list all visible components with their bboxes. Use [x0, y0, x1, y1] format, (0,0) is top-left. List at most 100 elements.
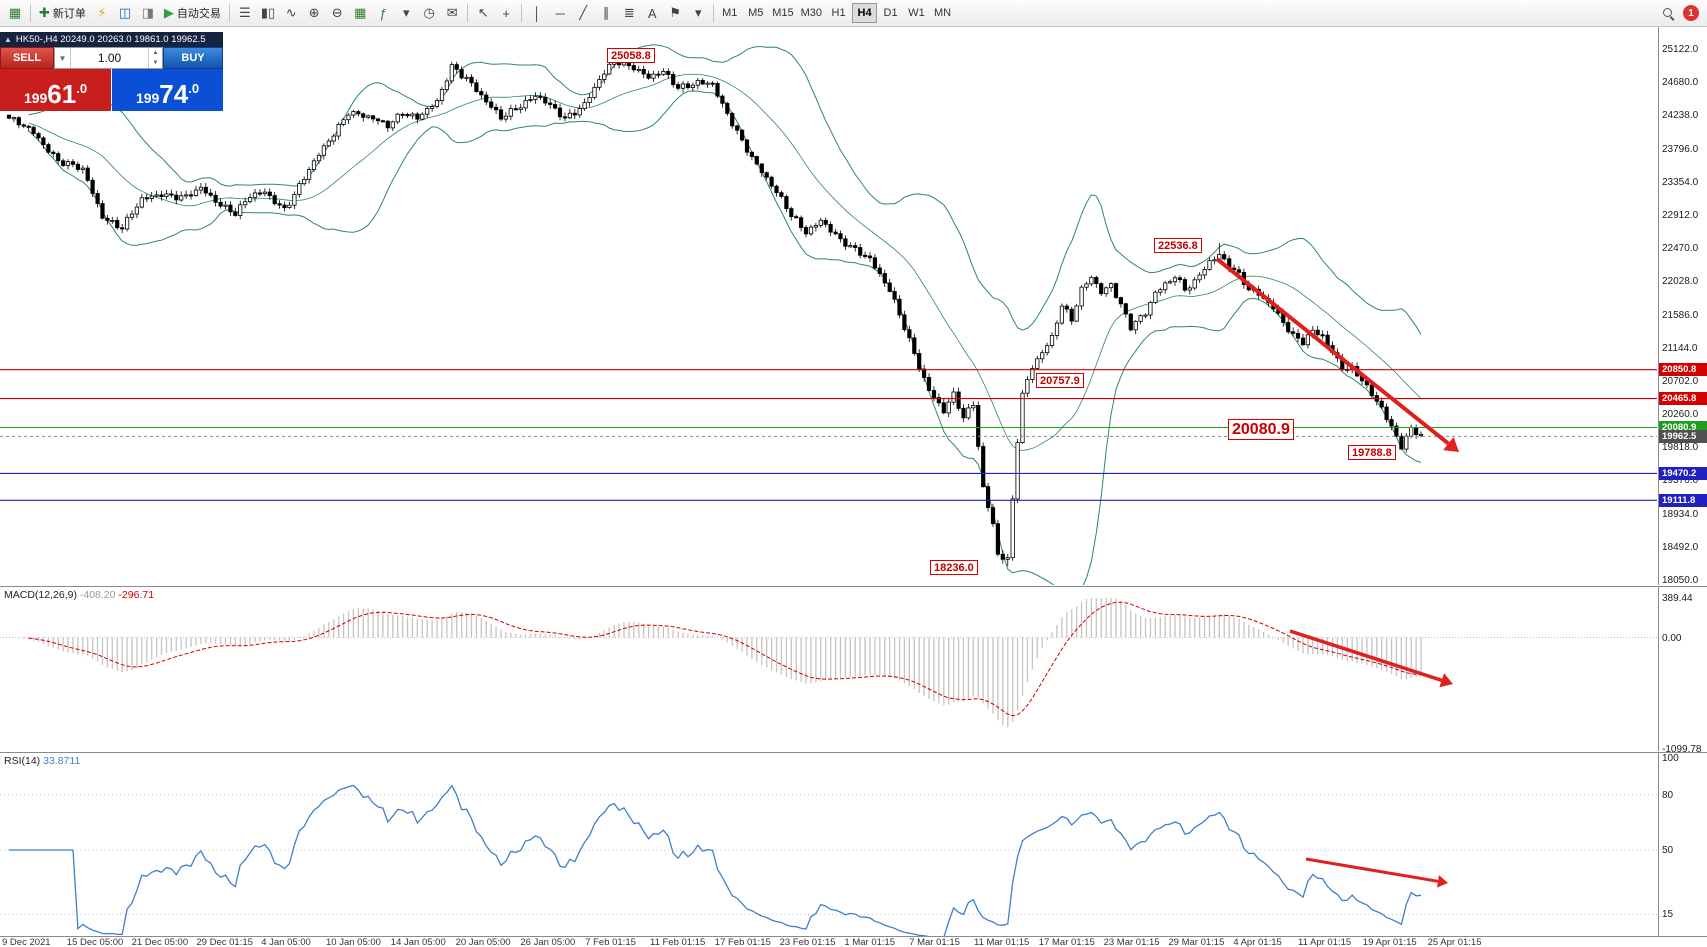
zoom-in-button[interactable]: ⊕: [303, 2, 325, 24]
label-button[interactable]: ⚑: [664, 2, 686, 24]
line-chart-button[interactable]: ∿: [280, 2, 302, 24]
navigator-button[interactable]: ◨: [137, 2, 159, 24]
label-icon: ⚑: [669, 5, 682, 20]
search-icon: [1662, 7, 1675, 20]
new-order-icon: ✚: [39, 5, 50, 20]
bar-chart-button[interactable]: ☰: [234, 2, 256, 24]
volume-up-button[interactable]: ▲: [152, 50, 159, 56]
indicators-button[interactable]: ƒ: [372, 2, 394, 24]
price-scale-label: 22470.0: [1662, 243, 1699, 255]
bar-chart-icon: ☰: [239, 5, 251, 20]
sell-button[interactable]: SELL: [0, 47, 54, 69]
volume-control: ▼ 1.00 ▲ ▼: [54, 47, 163, 69]
price-scale-label: 22028.0: [1662, 276, 1699, 288]
buy-price[interactable]: 199 74.0: [112, 69, 223, 111]
alerts-button[interactable]: ✉: [441, 2, 463, 24]
mql-community-icon-icon: ⚡: [97, 5, 107, 20]
timeframe-m15[interactable]: M15: [772, 7, 794, 19]
rsi-scale-label: 100: [1662, 753, 1679, 764]
time-axis-label: 7 Mar 01:15: [909, 937, 960, 947]
timeframe-mn[interactable]: MN: [933, 7, 952, 19]
auto-trading-button-label: 自动交易: [176, 8, 221, 20]
time-axis-label: 29 Dec 01:15: [196, 937, 253, 947]
macd-panel[interactable]: MACD(12,26,9) -408.20 -296.71 389.44 0.00…: [0, 586, 1707, 755]
timeframe-m5[interactable]: M5: [748, 7, 764, 19]
price-chart-canvas[interactable]: [0, 27, 1657, 585]
period-clock-button[interactable]: ◷: [418, 2, 440, 24]
crosshair-icon: +: [502, 5, 511, 21]
volume-steppers: ▲ ▼: [148, 48, 162, 68]
crosshair-button[interactable]: +: [495, 2, 517, 24]
macd-scale: 389.44 0.00 -1099.78: [1658, 587, 1707, 755]
macd-scale-label: -1099.78: [1662, 743, 1702, 755]
auto-trading-icon: ▶: [163, 5, 174, 20]
new-chart-icon: ▦: [8, 5, 22, 20]
collapse-panel-icon[interactable]: ▲: [4, 35, 12, 44]
price-tag-19111.8: 19111.8: [1659, 493, 1707, 507]
templates-dropdown[interactable]: ▾: [395, 2, 417, 24]
new-chart-button[interactable]: ▦: [4, 2, 26, 24]
text-icon: A: [647, 5, 657, 21]
toolbar-separator: [228, 4, 230, 22]
sell-price[interactable]: 199 61.0: [0, 69, 111, 111]
macd-header: MACD(12,26,9) -408.20 -296.71: [4, 589, 155, 601]
horizontal-line-button[interactable]: ─: [549, 2, 571, 24]
timeframe-w1[interactable]: W1: [908, 7, 925, 19]
vertical-line-button[interactable]: │: [526, 2, 548, 24]
chart-title-strip: ▲ HK50-,H4 20249.0 20263.0 19861.0 19962…: [0, 32, 223, 47]
toolbar-separator: [30, 4, 31, 22]
price-scale-label: 19376.0: [1662, 475, 1699, 487]
rsi-value: 33.8711: [43, 755, 81, 767]
time-axis[interactable]: 9 Dec 2021 15 Dec 05:00 21 Dec 05:00 29 Dec…: [0, 936, 1707, 947]
price-scale-label: 20702.0: [1662, 375, 1699, 387]
text-button[interactable]: A: [641, 2, 663, 24]
time-axis-label: 10 Jan 05:00: [326, 937, 381, 947]
volume-input[interactable]: 1.00: [97, 51, 122, 65]
new-order-button[interactable]: ✚ 新订单: [35, 2, 90, 24]
timeframe-h4[interactable]: H4: [852, 3, 878, 23]
buy-button[interactable]: BUY: [163, 47, 223, 69]
volume-dropdown-icon[interactable]: ▼: [55, 48, 71, 68]
price-annotation: 19788.8: [1348, 445, 1396, 460]
auto-trading-button[interactable]: ▶ 自动交易: [160, 2, 225, 24]
channel-button[interactable]: ∥: [595, 2, 617, 24]
rsi-canvas[interactable]: [0, 753, 1657, 937]
time-axis-label: 17 Mar 01:15: [1038, 937, 1095, 947]
macd-canvas[interactable]: [0, 587, 1657, 752]
channel-icon: ∥: [602, 5, 610, 20]
rsi-panel[interactable]: RSI(14) 33.8711 100 80 50 15: [0, 752, 1707, 937]
price-scale-label: 23796.0: [1662, 143, 1699, 155]
price-annotation: 20757.9: [1036, 373, 1084, 388]
timeframe-m1[interactable]: M1: [722, 7, 738, 19]
toolbar-items: ▦ ✚ 新订单 ⚡ ◫ ◨ ▶ 自动交易 ☰ ▮▯ ∿ ⊕ ⊖ ▦ ƒ ▾ ◷ ✉ ↖ + │ ─ ╱ ∥ ≣ A ⚑ ▾: [4, 2, 717, 24]
fibonacci-button[interactable]: ≣: [618, 2, 640, 24]
timeframe-d1[interactable]: D1: [883, 7, 898, 19]
search-button[interactable]: [1657, 2, 1679, 24]
mql-community-icon[interactable]: ⚡: [91, 2, 113, 24]
toolbar-separator: [467, 4, 469, 22]
time-axis-label: 4 Apr 01:15: [1233, 937, 1282, 947]
buy-price-big: 74: [159, 78, 189, 109]
market-watch-button[interactable]: ◫: [114, 2, 136, 24]
notification-badge[interactable]: 1: [1683, 5, 1699, 21]
volume-down-button[interactable]: ▼: [152, 60, 159, 66]
cursor-button[interactable]: ↖: [472, 2, 494, 24]
shapes-dropdown[interactable]: ▾: [687, 2, 709, 24]
price-scale-label: 20260.0: [1662, 409, 1699, 421]
time-axis-label: 19 Apr 01:15: [1362, 937, 1417, 947]
chart-title: HK50-,H4 20249.0 20263.0 19861.0 19962.5: [15, 34, 206, 45]
candlestick-chart-button[interactable]: ▮▯: [257, 2, 279, 24]
zoom-out-button[interactable]: ⊖: [326, 2, 348, 24]
price-tag-19962.5: 19962.5: [1659, 429, 1707, 443]
time-axis-label: 23 Mar 01:15: [1103, 937, 1160, 947]
tile-windows-button[interactable]: ▦: [349, 2, 371, 24]
buy-price-prefix: 199: [135, 90, 160, 106]
price-scale-label: 18934.0: [1662, 508, 1699, 520]
price-chart-panel[interactable]: 25122.0 24680.0 24238.0 23796.0 23354.0 22912…: [0, 27, 1707, 586]
macd-scale-label: 0.00: [1662, 632, 1682, 644]
price-scale-label: 19818.0: [1662, 442, 1699, 454]
trendline-button[interactable]: ╱: [572, 2, 594, 24]
timeframe-h1[interactable]: H1: [831, 7, 846, 19]
templates-icon: ▾: [402, 5, 410, 20]
timeframe-m30[interactable]: M30: [800, 7, 823, 19]
